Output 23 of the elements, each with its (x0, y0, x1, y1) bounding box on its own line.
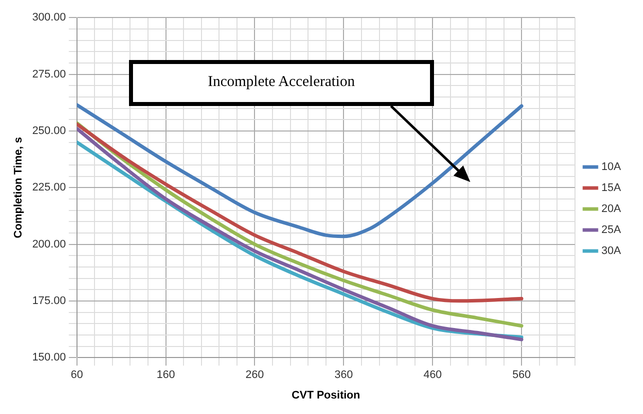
x-axis-title: CVT Position (292, 389, 360, 402)
x-tick-label: 560 (512, 369, 531, 382)
line-series (76, 103, 524, 238)
legend-label: 15A (601, 182, 622, 194)
y-tick-label: 175.00 (32, 294, 66, 307)
annotation: Incomplete Acceleration (208, 74, 355, 92)
x-tick-label: 360 (334, 369, 353, 382)
y-axis-title: Completion Time, s (12, 136, 25, 238)
legend-label: 10A (601, 161, 622, 174)
x-tick-label: 60 (70, 369, 83, 382)
y-tick-label: 300.00 (32, 12, 66, 24)
legend-label: 25A (601, 224, 622, 236)
x-tick-label: 160 (156, 369, 175, 382)
x-tick-label: 460 (423, 369, 442, 382)
y-tick-label: 275.00 (32, 68, 66, 80)
legend-label: 20A (601, 203, 622, 216)
callout-box: Incomplete Acceleration (128, 60, 434, 106)
y-tick-label: 200.00 (32, 238, 66, 250)
legend-label: 30A (601, 245, 622, 258)
y-tick-label: 250.00 (32, 124, 66, 137)
x-tick-label: 260 (246, 369, 264, 382)
y-tick-label: 150.00 (32, 352, 66, 364)
y-tick-label: 225.00 (32, 182, 66, 194)
